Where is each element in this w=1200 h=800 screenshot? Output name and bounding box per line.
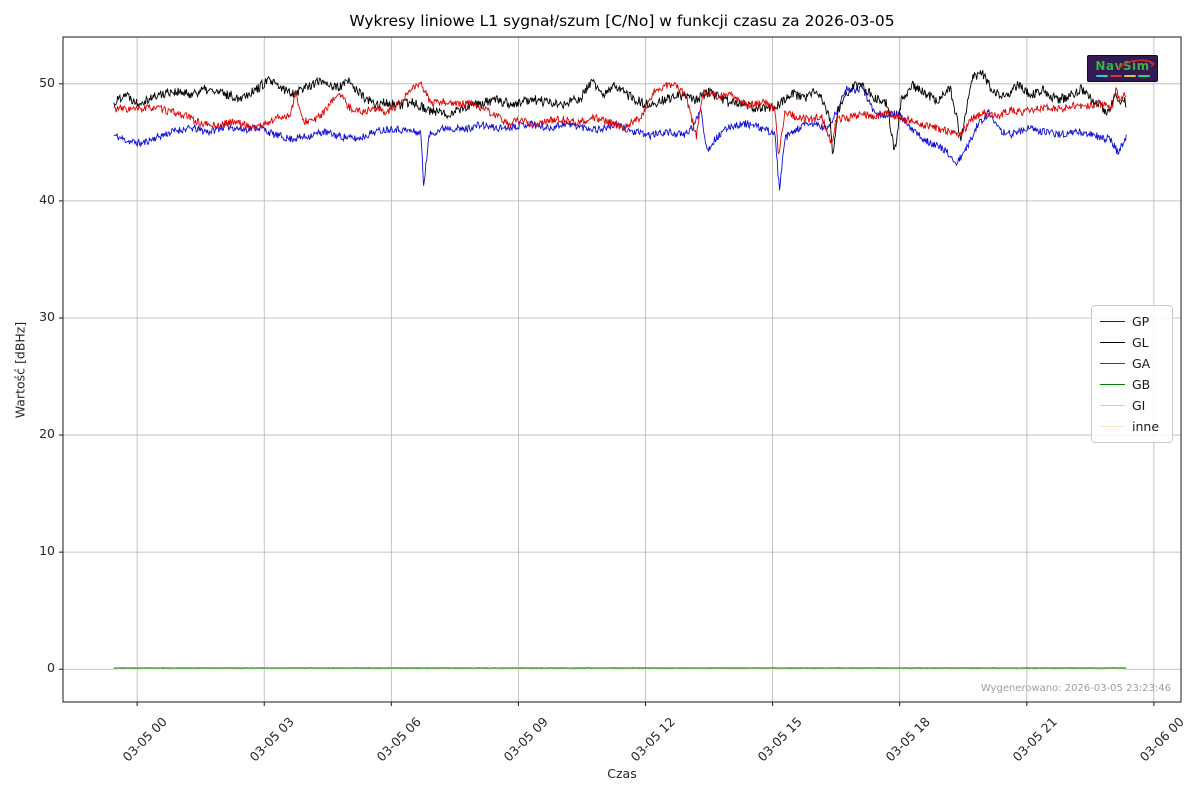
x-tick-label: 03-05 21: [1009, 714, 1060, 765]
y-tick-label: 10: [39, 543, 55, 559]
x-tick-label: 03-05 06: [373, 714, 424, 765]
series-line-GB: [113, 667, 1127, 669]
plot-frame: [62, 36, 1182, 703]
y-tick-label: 0: [47, 660, 55, 676]
x-tick-label: 03-06 00: [1136, 714, 1187, 765]
legend-item: inne: [1100, 416, 1164, 437]
legend-label: inne: [1132, 419, 1160, 434]
legend-label: GI: [1132, 398, 1146, 413]
legend-label: GL: [1132, 335, 1149, 350]
legend-swatch: [1100, 405, 1125, 406]
legend-label: GA: [1132, 356, 1151, 371]
legend-swatch: [1100, 321, 1125, 322]
logo-subtext-dash: [1137, 75, 1150, 77]
legend-item: GL: [1100, 332, 1164, 353]
x-tick-label: 03-05 18: [881, 714, 933, 765]
x-axis-label: Czas: [607, 766, 637, 781]
logo-subtext-dash: [1095, 75, 1108, 77]
logo-subtext-dash: [1123, 75, 1136, 77]
legend-item: GB: [1100, 374, 1164, 395]
logo-swoosh-icon: [1117, 59, 1155, 70]
y-tick-label: 50: [39, 74, 55, 90]
y-tick-labels: 0 10 20 30 40 50: [0, 0, 55, 800]
x-tick-label: 03-05 09: [500, 714, 552, 765]
legend-label: GP: [1132, 314, 1150, 329]
y-tick-label: 20: [39, 426, 55, 442]
legend-label: GB: [1132, 377, 1151, 392]
legend-item: GP: [1100, 311, 1164, 332]
legend-swatch: [1100, 384, 1125, 385]
series-line-GP: [113, 82, 1127, 191]
x-tick-label: 03-05 15: [754, 714, 806, 765]
generated-timestamp: Wygenerowano: 2026-03-05 23:23:46: [980, 683, 1171, 694]
legend-item: GA: [1100, 353, 1164, 374]
series-line-GL: [113, 69, 1127, 155]
legend-item: GI: [1100, 395, 1164, 416]
legend-swatch: [1100, 342, 1125, 343]
legend: GP GL GA GB GI inne: [1091, 305, 1173, 443]
x-tick-label: 03-05 03: [246, 714, 297, 765]
series-line-inne: [113, 668, 1127, 671]
x-tick-label: 03-05 00: [119, 714, 170, 765]
logo-subtext-dash: [1109, 75, 1122, 77]
logo-subtext-decoration: [1095, 75, 1150, 77]
series-line-GA: [113, 81, 1127, 155]
chart-title: Wykresy liniowe L1 sygnał/szum [C/No] w …: [349, 12, 895, 30]
legend-swatch: [1100, 426, 1125, 427]
y-tick-label: 30: [39, 308, 55, 324]
legend-swatch: [1100, 363, 1125, 364]
navsim-logo: NavSim: [1087, 55, 1158, 82]
y-tick-label: 40: [39, 191, 55, 207]
x-tick-label: 03-05 12: [627, 714, 679, 765]
